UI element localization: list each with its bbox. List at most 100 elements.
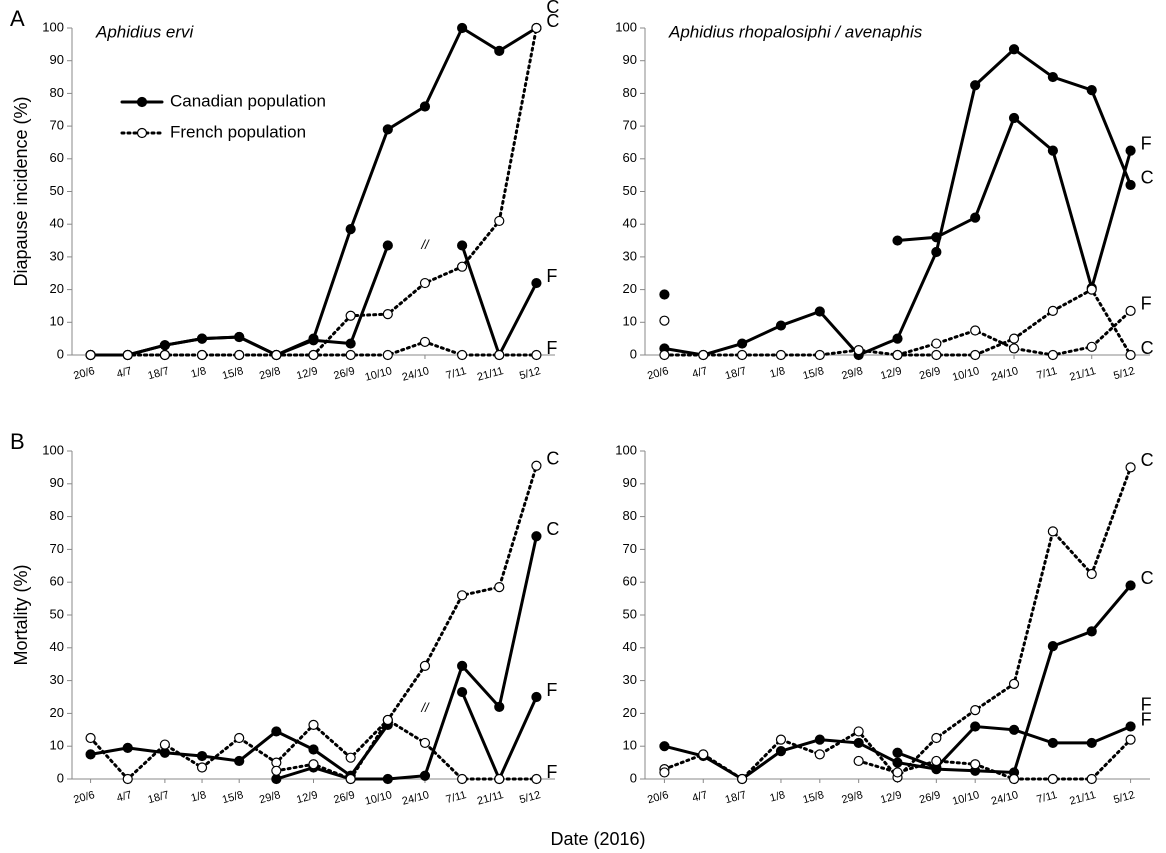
point xyxy=(1086,341,1097,352)
point xyxy=(234,755,245,767)
x-tick-label: 26/9 xyxy=(332,789,356,806)
point xyxy=(892,235,903,246)
point xyxy=(814,749,825,760)
end-label: F xyxy=(546,338,557,358)
point xyxy=(122,742,133,753)
x-tick-label: 20/6 xyxy=(646,789,670,806)
y-tick-label: 50 xyxy=(50,183,64,198)
point xyxy=(1008,333,1020,344)
x-tick-label: 29/8 xyxy=(258,365,282,382)
point xyxy=(1086,568,1097,580)
legend-label: Canadian population xyxy=(170,91,326,110)
point xyxy=(737,349,748,361)
point xyxy=(1047,305,1058,316)
y-tick-label: 60 xyxy=(623,150,637,165)
x-tick-label: 24/10 xyxy=(990,365,1020,384)
point xyxy=(159,349,170,361)
point xyxy=(931,755,942,767)
x-tick-label: 1/8 xyxy=(769,365,787,381)
point xyxy=(196,750,208,762)
point xyxy=(196,762,208,773)
point xyxy=(345,224,356,235)
end-label: C xyxy=(1141,450,1154,470)
end-label: C xyxy=(546,449,559,469)
point xyxy=(345,338,356,349)
point xyxy=(531,22,542,34)
panel-title: Aphidius ervi xyxy=(95,22,195,41)
x-tick-label: 21/11 xyxy=(1068,789,1097,808)
y-tick-label: 90 xyxy=(50,475,64,490)
point xyxy=(970,759,981,770)
x-tick-label: 1/8 xyxy=(190,789,208,805)
y-tick-label: 10 xyxy=(623,738,637,753)
x-tick-label: 24/10 xyxy=(401,789,431,808)
point xyxy=(1047,145,1058,156)
legend-marker xyxy=(136,127,148,139)
series-line xyxy=(89,464,538,782)
point xyxy=(85,732,96,744)
x-tick-label: 12/9 xyxy=(295,789,319,806)
y-tick-label: 50 xyxy=(623,606,637,621)
point xyxy=(345,752,356,763)
point xyxy=(345,773,356,785)
point xyxy=(853,755,864,767)
point xyxy=(531,460,542,471)
x-tick-label: 7/11 xyxy=(1035,365,1058,382)
x-tick-label: 4/7 xyxy=(691,789,709,805)
point xyxy=(775,746,787,757)
y-tick-label: 40 xyxy=(623,639,637,654)
y-tick-label: 100 xyxy=(615,19,637,34)
x-tick-label: 12/9 xyxy=(879,789,903,806)
point xyxy=(234,732,245,744)
y-tick-label: 20 xyxy=(50,281,64,296)
point xyxy=(931,732,942,744)
end-label: F xyxy=(1141,133,1152,153)
x-tick-label: 10/10 xyxy=(951,789,981,808)
series-line xyxy=(274,717,538,781)
point xyxy=(814,349,825,361)
x-tick-label: 4/7 xyxy=(115,365,133,381)
y-tick-label: 100 xyxy=(615,442,637,457)
point xyxy=(234,331,245,343)
point xyxy=(1047,641,1058,652)
y-tick-label: 40 xyxy=(623,216,637,231)
end-label: F xyxy=(546,266,557,286)
x-tick-label: 10/10 xyxy=(951,365,981,384)
y-tick-label: 100 xyxy=(42,442,64,457)
point xyxy=(419,770,431,781)
series-line xyxy=(857,738,1133,781)
y-tick-label: 80 xyxy=(623,508,637,523)
point xyxy=(457,349,468,361)
series-line xyxy=(274,534,538,781)
y-tick-label: 20 xyxy=(623,281,637,296)
point xyxy=(659,349,670,361)
x-tick-label: 29/8 xyxy=(840,365,864,382)
point xyxy=(1008,678,1020,689)
point xyxy=(1125,349,1136,361)
point xyxy=(892,767,903,778)
point xyxy=(85,349,96,361)
point xyxy=(931,338,942,349)
y-tick-label: 10 xyxy=(623,314,637,329)
x-tick-label: 5/12 xyxy=(1112,365,1136,382)
x-tick-label: 24/10 xyxy=(990,789,1020,808)
point xyxy=(122,349,133,361)
point xyxy=(775,734,787,745)
point xyxy=(382,773,393,785)
x-tick-label: 15/8 xyxy=(221,365,245,382)
point xyxy=(85,749,96,760)
point xyxy=(1086,737,1097,749)
panel-label: B xyxy=(10,429,25,454)
x-tick-label: 20/6 xyxy=(646,365,670,382)
x-tick-label: 5/12 xyxy=(1112,789,1136,806)
point xyxy=(345,310,356,321)
x-tick-label: 18/7 xyxy=(147,365,171,382)
point xyxy=(1086,284,1097,295)
x-tick-label: 5/12 xyxy=(518,365,542,382)
point xyxy=(271,349,282,361)
x-tick-label: 29/8 xyxy=(840,789,864,806)
point xyxy=(122,773,133,785)
y-tick-label: 20 xyxy=(623,705,637,720)
point xyxy=(457,686,468,698)
